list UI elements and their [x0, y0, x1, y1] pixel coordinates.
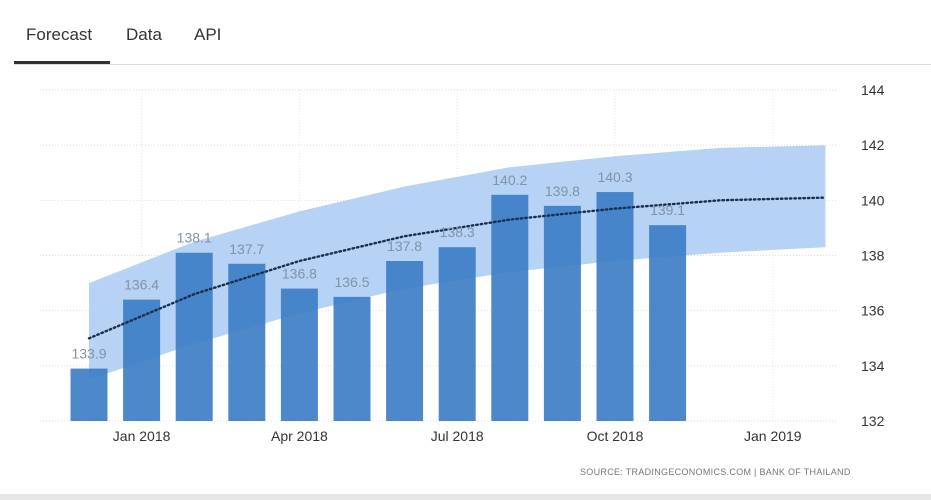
- bar-value-label: 137.8: [387, 238, 422, 254]
- tab-api[interactable]: API: [194, 25, 222, 44]
- bar[interactable]: [438, 247, 476, 421]
- y-tick-label: 134: [861, 358, 885, 374]
- forecast-chart: 133.9 136.4 138.1 137.7 136.8 136.5 137.8 138.3…: [40, 82, 885, 477]
- bar[interactable]: [175, 252, 213, 421]
- bar[interactable]: [70, 368, 108, 421]
- y-tick-label: 138: [861, 248, 885, 264]
- data-labels-layer: 133.9 136.4 138.1 137.7 136.8 136.5 137.8 138.3…: [71, 169, 685, 362]
- y-tick-label: 144: [861, 82, 885, 98]
- x-tick-label: Jan 2019: [744, 428, 802, 444]
- forecast-trend-layer: [87, 196, 827, 340]
- y-tick-label: 140: [861, 192, 885, 208]
- active-tab-indicator: [14, 61, 110, 64]
- bar[interactable]: [228, 263, 266, 421]
- bar[interactable]: [280, 288, 318, 421]
- bar[interactable]: [596, 192, 634, 421]
- bar[interactable]: [543, 205, 581, 421]
- bar[interactable]: [386, 261, 424, 421]
- bar[interactable]: [491, 194, 529, 421]
- bar[interactable]: [333, 296, 371, 421]
- bar[interactable]: [649, 225, 687, 421]
- axis-labels-layer: 132 134 136 138 140 142 144 Jan 2018 Apr 2018 Jul…: [113, 82, 885, 444]
- tab-data[interactable]: Data: [126, 25, 162, 44]
- tab-forecast[interactable]: Forecast: [26, 25, 93, 44]
- x-tick-label: Jul 2018: [431, 428, 484, 444]
- bottom-divider: [0, 494, 931, 500]
- bar[interactable]: [123, 299, 161, 421]
- y-tick-label: 136: [861, 303, 885, 319]
- bar-value-label: 136.8: [282, 266, 317, 282]
- chart-source: SOURCE: TRADINGECONOMICS.COM | BANK OF T…: [580, 467, 851, 477]
- bar-value-label: 139.8: [545, 183, 580, 199]
- x-tick-label: Jan 2018: [113, 428, 171, 444]
- bar-value-label: 138.1: [177, 230, 212, 246]
- tab-bar: Forecast Data API: [14, 0, 931, 65]
- bar-value-label: 138.3: [440, 224, 475, 240]
- bar-value-label: 133.9: [71, 346, 106, 362]
- bar-value-label: 139.1: [650, 202, 685, 218]
- bar-value-label: 140.2: [492, 172, 527, 188]
- forecast-trend-line: [87, 196, 827, 340]
- y-tick-label: 142: [861, 137, 885, 153]
- bar-value-label: 137.7: [229, 241, 264, 257]
- bar-value-label: 136.4: [124, 277, 159, 293]
- bar-value-label: 140.3: [597, 169, 632, 185]
- x-tick-label: Oct 2018: [587, 428, 644, 444]
- x-tick-label: Apr 2018: [271, 428, 328, 444]
- bar-value-label: 136.5: [334, 274, 369, 290]
- bars-layer: [70, 192, 687, 421]
- y-tick-label: 132: [861, 413, 885, 429]
